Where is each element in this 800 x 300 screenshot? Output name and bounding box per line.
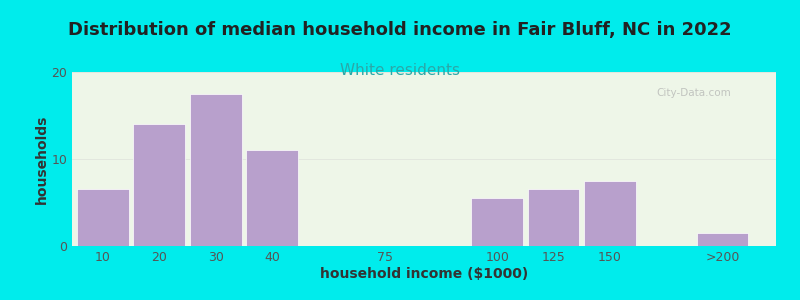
Bar <box>246 150 298 246</box>
X-axis label: household income ($1000): household income ($1000) <box>320 267 528 280</box>
Text: Distribution of median household income in Fair Bluff, NC in 2022: Distribution of median household income … <box>68 21 732 39</box>
Bar <box>134 124 186 246</box>
Bar <box>584 181 636 246</box>
Bar <box>190 94 242 246</box>
Bar <box>697 233 749 246</box>
Bar <box>471 198 523 246</box>
Bar <box>77 190 129 246</box>
Y-axis label: households: households <box>34 114 49 204</box>
Text: White residents: White residents <box>340 63 460 78</box>
Bar <box>528 190 579 246</box>
Text: City-Data.com: City-Data.com <box>656 88 731 98</box>
